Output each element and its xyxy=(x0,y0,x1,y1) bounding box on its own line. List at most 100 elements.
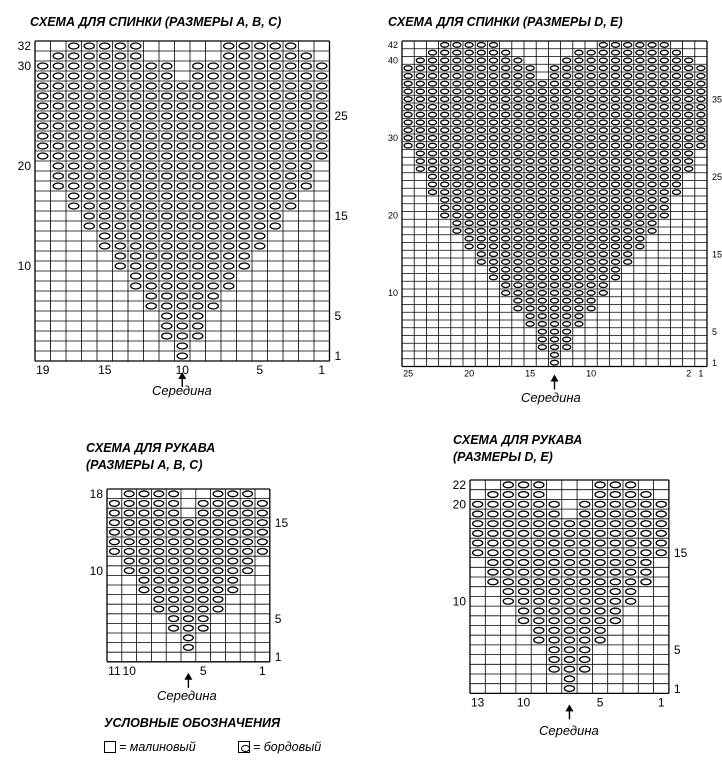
oval-stitch xyxy=(269,152,282,160)
oval-stitch xyxy=(579,529,591,537)
oval-stitch xyxy=(659,181,669,188)
oval-stitch xyxy=(562,65,572,72)
oval-stitch xyxy=(513,158,523,165)
oval-stitch xyxy=(197,538,209,546)
oval-stitch xyxy=(67,132,80,140)
oval-stitch xyxy=(598,96,608,103)
oval-stitch xyxy=(427,158,438,165)
oval-stitch xyxy=(212,519,224,527)
oval-stitch xyxy=(598,119,608,126)
oval-stitch xyxy=(464,72,474,79)
oval-stitch xyxy=(562,196,572,203)
oval-stitch xyxy=(403,111,413,118)
oval-stitch xyxy=(549,328,560,335)
oval-stitch xyxy=(222,112,235,120)
oval-stitch xyxy=(594,568,606,576)
oval-stitch xyxy=(452,220,462,227)
oval-stitch xyxy=(598,181,608,188)
oval-stitch xyxy=(176,202,189,210)
oval-stitch xyxy=(197,499,209,507)
oval-stitch xyxy=(242,499,254,507)
oval-stitch xyxy=(525,320,535,327)
oval-stitch xyxy=(52,182,65,190)
oval-stitch xyxy=(586,251,596,258)
oval-stitch xyxy=(502,520,514,528)
oval-stitch xyxy=(108,528,120,536)
oval-stitch xyxy=(222,272,235,280)
oval-stitch xyxy=(138,567,150,575)
oval-stitch xyxy=(129,52,142,60)
oval-stitch xyxy=(487,500,499,508)
oval-stitch xyxy=(513,88,523,95)
oval-stitch xyxy=(548,529,560,537)
oval-stitch xyxy=(671,165,682,172)
oval-stitch xyxy=(635,158,645,165)
oval-stitch xyxy=(525,88,535,95)
oval-stitch xyxy=(440,158,450,165)
oval-stitch xyxy=(598,41,608,48)
oval-stitch xyxy=(123,557,135,565)
empty-cell-icon xyxy=(104,741,116,753)
oval-stitch xyxy=(671,88,682,95)
oval-stitch xyxy=(609,607,622,615)
oval-stitch xyxy=(574,320,584,327)
oval-stitch xyxy=(635,204,645,211)
oval-stitch xyxy=(549,336,560,343)
oval-stitch xyxy=(574,204,584,211)
oval-stitch xyxy=(36,92,49,100)
oval-stitch xyxy=(212,595,224,603)
oval-stitch xyxy=(427,189,438,196)
row-number-right: 35 xyxy=(712,94,722,104)
oval-stitch xyxy=(635,134,645,141)
oval-stitch xyxy=(647,212,657,219)
oval-stitch xyxy=(145,62,158,70)
oval-stitch xyxy=(537,150,547,157)
oval-stitch xyxy=(176,242,189,250)
oval-stitch xyxy=(549,305,560,312)
oval-stitch xyxy=(647,57,657,64)
oval-stitch xyxy=(488,196,499,203)
oval-stitch xyxy=(160,62,173,70)
oval-stitch xyxy=(83,182,96,190)
oval-stitch xyxy=(517,510,530,518)
oval-stitch xyxy=(403,96,413,103)
oval-stitch xyxy=(129,282,142,290)
oval-stitch xyxy=(160,222,173,230)
sleeve-de-chart: 22 20 10 15 5 1 13 10 5 1 xyxy=(453,478,688,720)
oval-stitch xyxy=(114,42,127,50)
oval-stitch xyxy=(238,262,251,270)
oval-stitch xyxy=(574,134,584,141)
oval-stitch xyxy=(256,509,268,517)
oval-stitch xyxy=(501,65,511,72)
oval-stitch xyxy=(598,142,608,149)
oval-stitch xyxy=(517,500,530,508)
oval-stitch xyxy=(452,189,462,196)
oval-stitch xyxy=(517,490,530,499)
oval-stitch xyxy=(114,102,127,110)
oval-stitch xyxy=(153,576,165,584)
oval-stitch xyxy=(586,258,596,265)
oval-stitch xyxy=(562,165,572,172)
oval-stitch xyxy=(440,134,450,141)
oval-stitch xyxy=(52,122,65,130)
oval-stitch xyxy=(98,42,111,50)
oval-stitch xyxy=(502,481,514,489)
oval-stitch xyxy=(160,292,173,300)
oval-stitch xyxy=(145,132,158,140)
oval-stitch xyxy=(647,227,657,234)
oval-stitch xyxy=(598,49,608,56)
stitch-cells xyxy=(471,481,667,693)
oval-stitch xyxy=(222,82,235,90)
oval-stitch xyxy=(160,152,173,160)
oval-stitch xyxy=(476,220,486,227)
oval-stitch xyxy=(501,196,511,203)
oval-stitch xyxy=(207,212,220,220)
oval-stitch xyxy=(487,578,499,586)
oval-stitch xyxy=(191,152,204,160)
oval-stitch xyxy=(238,242,251,250)
oval-stitch xyxy=(635,57,645,64)
oval-stitch xyxy=(548,578,560,586)
oval-stitch xyxy=(623,196,633,203)
oval-stitch xyxy=(549,274,560,281)
oval-stitch xyxy=(253,112,266,120)
